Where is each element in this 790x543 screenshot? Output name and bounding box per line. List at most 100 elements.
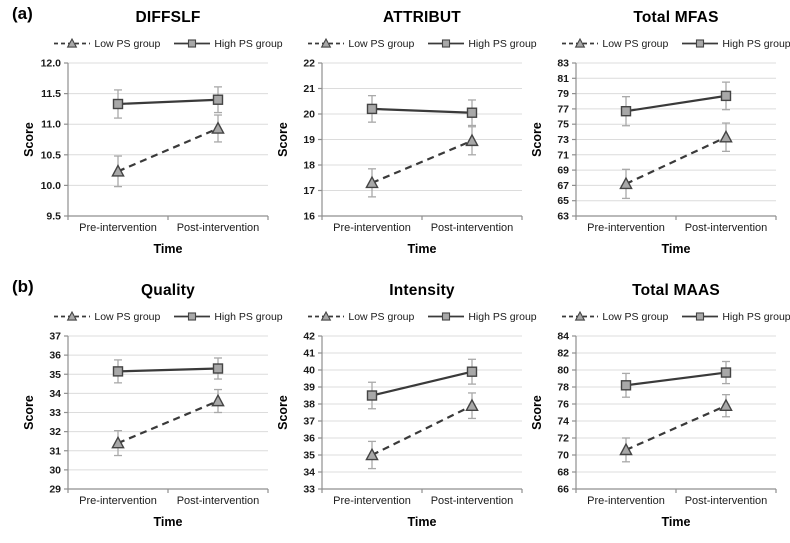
series-line-low-ps-group [625,136,727,185]
legend-item-low-ps-group: Low PS group [53,310,160,323]
chart-quality: Quality Low PS group High PS group 29 30 31 32… [22,277,283,536]
y-tick-label: 68 [557,467,569,479]
legend-label: High PS group [468,310,537,323]
solid-square-legend-icon [682,312,719,321]
series-line-high-ps-group [371,107,473,114]
chart-attribut: ATTRIBUT Low PS group High PS group 16 17 18 1… [276,4,537,263]
chart-title: Intensity [389,282,455,299]
triangle-marker [111,435,125,449]
y-axis: 63 65 67 69 71 73 75 77 79 81 83 [557,58,577,223]
legend-label: High PS group [468,37,537,50]
gridlines [68,335,268,471]
y-tick-label: 22 [303,58,315,70]
y-tick-label: 72 [557,433,569,445]
legend-item-high-ps-group: High PS group [427,310,537,323]
y-tick-label: 35 [49,369,61,381]
series-line-low-ps-group [117,127,219,173]
gridlines [322,62,522,191]
triangle-marker [111,164,125,177]
legend: Low PS group High PS group [530,36,790,51]
panel-b-charts: Quality Low PS group High PS group 29 30 31 32… [22,277,790,536]
legend-item-low-ps-group: Low PS group [307,37,414,50]
solid-square-legend-icon [682,39,719,48]
legend-item-high-ps-group: High PS group [173,310,283,323]
series-line-high-ps-group [625,371,727,387]
gridlines [576,335,776,473]
chart-diffslf: DIFFSLF Low PS group High PS group 9.5 10.0 1… [22,4,283,263]
square-marker [112,366,124,377]
solid-square-legend-icon [174,312,211,321]
chart-title: Total MFAS [633,9,719,26]
x-tick-label: Post-intervention [431,495,514,507]
series-line-high-ps-group [117,367,219,373]
square-marker [620,380,632,391]
y-tick-label: 80 [557,365,569,377]
y-tick-label: 83 [557,58,569,70]
triangle-marker [619,442,633,456]
triangle-marker [465,398,479,411]
series-line-high-ps-group [625,94,727,113]
panel-b: (b) Quality Low PS group High PS group 29 30… [0,277,790,536]
y-axis: 66 68 70 72 74 76 78 80 82 84 [557,331,577,496]
triangle-marker [465,133,479,147]
panel-a: (a) DIFFSLF Low PS group High PS group 9.5 1… [0,4,790,263]
x-tick-label: Pre-intervention [333,222,411,234]
x-tick-label: Post-intervention [431,222,514,234]
y-tick-label: 18 [303,160,315,172]
y-tick-label: 79 [557,88,569,100]
square-marker [212,94,224,105]
y-tick-label: 66 [557,484,569,496]
y-tick-label: 65 [557,195,569,207]
gridlines [576,62,776,202]
y-tick-label: 37 [49,331,61,343]
solid-square-legend-icon [174,39,211,48]
y-tick-label: 33 [49,407,61,419]
y-axis-title: Score [22,395,36,430]
chart-total-maas: Total MAAS Low PS group High PS group 66 68 7… [530,277,790,536]
legend-item-high-ps-group: High PS group [681,310,790,323]
chart-canvas-intensity: 33 34 35 36 37 38 39 40 41 42 Pre-intervention Post… [276,331,523,529]
series-markers-high-ps-group [112,363,224,377]
y-tick-label: 12.0 [41,58,62,70]
gridlines [322,335,522,473]
y-axis-title: Score [276,395,290,430]
square-marker [466,366,478,377]
y-tick-label: 29 [49,484,61,496]
y-axis-title: Score [22,122,36,157]
legend-label: High PS group [722,310,790,323]
y-tick-label: 19 [303,134,315,146]
x-tick-label: Pre-intervention [79,222,157,234]
y-tick-label: 81 [557,73,569,85]
y-tick-label: 36 [303,433,315,445]
y-tick-label: 71 [557,149,569,161]
series-line-low-ps-group [117,400,219,445]
dashed-triangle-legend-icon [54,37,91,48]
triangle-marker [67,310,78,321]
x-tick-label: Post-intervention [685,495,768,507]
triangle-marker [321,37,332,48]
triangle-marker [575,37,586,48]
legend-item-low-ps-group: Low PS group [53,37,160,50]
triangle-marker [365,175,379,189]
square-marker [112,98,124,110]
y-tick-label: 78 [557,382,569,394]
y-axis-title: Score [530,395,544,430]
series-markers-high-ps-group [620,90,732,117]
y-tick-label: 41 [303,348,315,360]
series-markers-low-ps-group [365,398,479,461]
x-axis: Pre-intervention Post-intervention [575,215,777,234]
y-tick-label: 75 [557,119,569,131]
x-tick-label: Pre-intervention [79,495,157,507]
legend-label: Low PS group [602,310,669,323]
square-marker [720,367,732,378]
y-tick-label: 10.0 [41,180,62,192]
legend: Low PS group High PS group [22,309,283,324]
legend-label: High PS group [214,37,283,50]
series-markers-low-ps-group [111,393,225,449]
y-tick-label: 32 [49,426,61,438]
series-line-low-ps-group [625,404,727,451]
series-markers-low-ps-group [111,121,225,177]
triangle-marker [365,447,379,461]
y-tick-label: 10.5 [41,149,62,161]
